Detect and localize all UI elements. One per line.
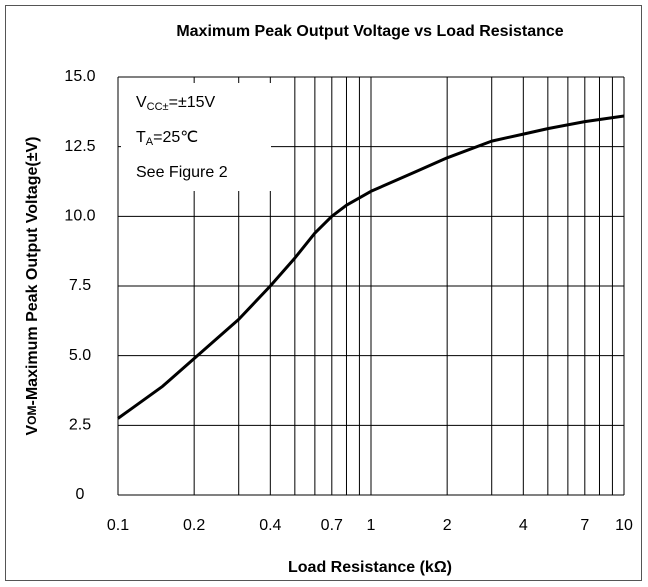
x-tick-label: 4 <box>519 517 528 534</box>
y-tick-label: 15.0 <box>64 68 95 85</box>
x-tick-label: 0.4 <box>259 517 281 534</box>
annotation-part: T <box>136 129 146 146</box>
annotation-part: See Figure 2 <box>136 164 228 181</box>
y-axis-label-part: V <box>24 424 41 435</box>
x-tick-label: 1 <box>367 517 376 534</box>
y-axis-label: VOM-Maximum Peak Output Voltage(±V) <box>24 137 41 436</box>
annotation: TA=25℃ <box>136 129 198 148</box>
x-tick-label: 7 <box>580 517 589 534</box>
x-tick-label: 0.1 <box>107 517 129 534</box>
annotation: See Figure 2 <box>136 164 228 181</box>
data-line <box>117 114 625 420</box>
y-axis-label-part: -Maximum Peak Output Voltage(±V) <box>24 137 41 406</box>
x-tick-label: 0.2 <box>183 517 205 534</box>
y-tick-label: 10.0 <box>64 208 95 225</box>
y-tick-label: 0 <box>76 486 85 503</box>
annotation-part: V <box>136 94 147 111</box>
y-tick-label: 2.5 <box>69 417 91 434</box>
x-axis-label: Load Resistance (kΩ) <box>288 559 452 576</box>
x-tick-label: 0.7 <box>321 517 343 534</box>
annotation-part: A <box>146 136 154 148</box>
y-tick-label: 12.5 <box>64 138 95 155</box>
y-tick-label: 5.0 <box>69 347 91 364</box>
annotation-part: CC± <box>147 101 169 113</box>
y-axis-label-part: OM <box>25 405 39 424</box>
chart-title: Maximum Peak Output Voltage vs Load Resi… <box>176 23 563 40</box>
annotation-part: =±15V <box>169 94 216 111</box>
annotation: VCC±=±15V <box>136 94 216 113</box>
annotation-part: =25℃ <box>153 129 198 146</box>
x-tick-label: 10 <box>615 517 633 534</box>
annotation-box <box>121 83 271 191</box>
frame <box>5 5 642 581</box>
x-tick-label: 2 <box>443 517 452 534</box>
y-tick-label: 7.5 <box>69 277 91 294</box>
